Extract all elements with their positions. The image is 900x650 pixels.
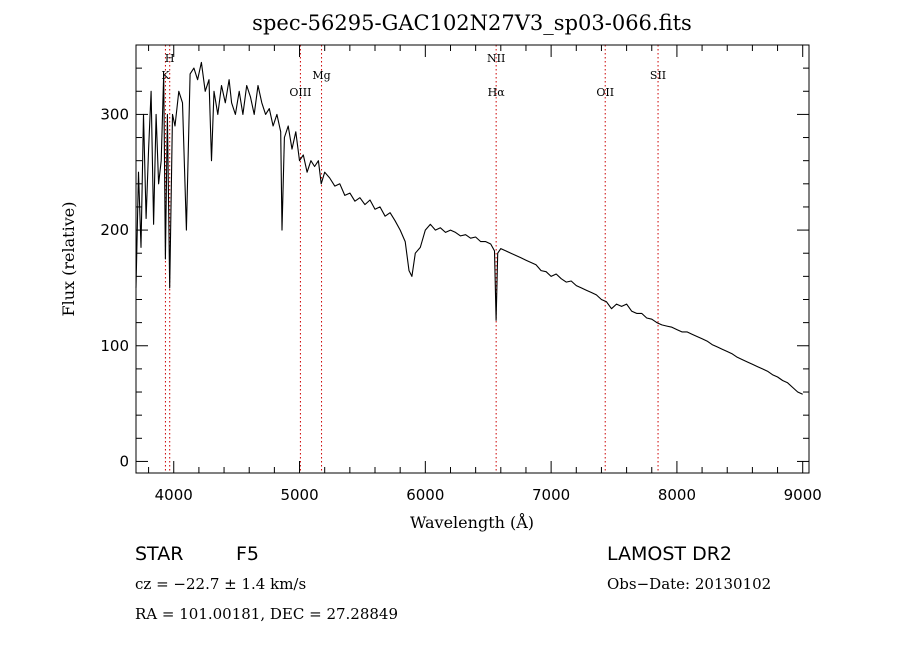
coordinates-text: RA = 101.00181, DEC = 27.28849 xyxy=(135,605,398,623)
spectral-line-label: OIII xyxy=(289,86,311,99)
redshift-text: cz = −22.7 ± 1.4 km/s xyxy=(135,575,306,593)
y-tick-label: 100 xyxy=(100,337,129,355)
y-axis-label: Flux (relative) xyxy=(59,202,78,317)
object-subclass: F5 xyxy=(236,543,259,565)
survey-name: LAMOST DR2 xyxy=(607,543,732,565)
y-tick-label: 200 xyxy=(100,221,129,239)
spectrum-line xyxy=(135,61,803,395)
plot-frame xyxy=(135,44,810,474)
y-tick-label: 0 xyxy=(119,452,129,470)
x-tick-label: 6000 xyxy=(406,486,444,504)
spectral-line-label: Mg xyxy=(312,69,330,82)
spectral-line-label: Hα xyxy=(488,86,506,99)
chart-title: spec-56295-GAC102N27V3_sp03-066.fits xyxy=(252,11,692,35)
object-class: STAR xyxy=(135,543,183,565)
x-tick-label: 8000 xyxy=(658,486,696,504)
spectral-line-label: H xyxy=(165,52,175,65)
spectral-line-label: SII xyxy=(650,69,666,82)
spectral-line-label: K xyxy=(161,69,170,82)
x-tick-label: 5000 xyxy=(280,486,318,504)
spectral-line-label: OII xyxy=(596,86,614,99)
x-tick-label: 9000 xyxy=(784,486,822,504)
x-axis-label: Wavelength (Å) xyxy=(410,512,534,532)
x-tick-label: 7000 xyxy=(532,486,570,504)
x-tick-label: 4000 xyxy=(155,486,193,504)
y-tick-label: 300 xyxy=(100,105,129,123)
obs-date-text: Obs−Date: 20130102 xyxy=(607,575,771,593)
spectral-line-label: NII xyxy=(487,52,505,65)
